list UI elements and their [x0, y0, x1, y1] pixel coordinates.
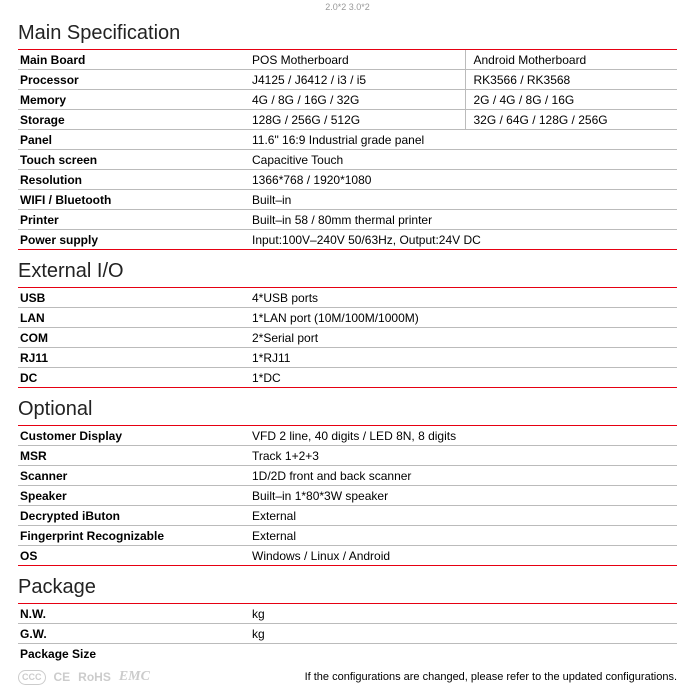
row-label: WIFI / Bluetooth [18, 190, 250, 210]
row-label: OS [18, 546, 250, 566]
table-row: Power supplyInput:100V–240V 50/63Hz, Out… [18, 230, 677, 250]
spec-table: Main BoardPOS MotherboardAndroid Motherb… [18, 50, 677, 250]
table-row: RJ111*RJ11 [18, 348, 677, 368]
row-label: Decrypted iButon [18, 506, 250, 526]
section-title: Optional [18, 388, 677, 426]
table-row: DC1*DC [18, 368, 677, 388]
table-row: PrinterBuilt–in 58 / 80mm thermal printe… [18, 210, 677, 230]
table-row: MSRTrack 1+2+3 [18, 446, 677, 466]
row-label: Main Board [18, 50, 250, 70]
table-row: Decrypted iButonExternal [18, 506, 677, 526]
table-row: Storage128G / 256G / 512G32G / 64G / 128… [18, 110, 677, 130]
row-value-a: POS Motherboard [250, 50, 465, 70]
row-value: 1*DC [250, 368, 677, 388]
row-value: 1D/2D front and back scanner [250, 466, 677, 486]
row-value: Built–in 58 / 80mm thermal printer [250, 210, 677, 230]
spec-sections: Main SpecificationMain BoardPOS Motherbo… [18, 12, 677, 663]
row-label: Storage [18, 110, 250, 130]
rohs-mark-icon: RoHS [78, 670, 111, 684]
table-row: LAN1*LAN port (10M/100M/1000M) [18, 308, 677, 328]
row-value-b: 32G / 64G / 128G / 256G [465, 110, 677, 130]
row-label: Package Size [18, 644, 250, 664]
row-label: Power supply [18, 230, 250, 250]
table-row: Fingerprint RecognizableExternal [18, 526, 677, 546]
row-value-b: Android Motherboard [465, 50, 677, 70]
cert-marks: CCC CE RoHS EMC [18, 669, 150, 685]
row-value: 2*Serial port [250, 328, 677, 348]
row-label: Touch screen [18, 150, 250, 170]
row-value: Built–in [250, 190, 677, 210]
row-value: VFD 2 line, 40 digits / LED 8N, 8 digits [250, 426, 677, 446]
row-value: kg [250, 624, 677, 644]
table-row: Memory 4G / 8G / 16G / 32G2G / 4G / 8G /… [18, 90, 677, 110]
row-label: RJ11 [18, 348, 250, 368]
row-label: Fingerprint Recognizable [18, 526, 250, 546]
row-value: Built–in 1*80*3W speaker [250, 486, 677, 506]
ce-mark-icon: CE [54, 670, 71, 684]
table-row: Package Size [18, 644, 677, 664]
row-label: Scanner [18, 466, 250, 486]
footer: CCC CE RoHS EMC If the configurations ar… [18, 663, 677, 685]
row-value: 1*RJ11 [250, 348, 677, 368]
table-row: OSWindows / Linux / Android [18, 546, 677, 566]
row-label: LAN [18, 308, 250, 328]
row-label: Speaker [18, 486, 250, 506]
table-row: WIFI / BluetoothBuilt–in [18, 190, 677, 210]
table-row: SpeakerBuilt–in 1*80*3W speaker [18, 486, 677, 506]
row-label: MSR [18, 446, 250, 466]
row-label: DC [18, 368, 250, 388]
spec-table: USB4*USB portsLAN1*LAN port (10M/100M/10… [18, 288, 677, 388]
row-label: G.W. [18, 624, 250, 644]
row-value: 1366*768 / 1920*1080 [250, 170, 677, 190]
table-row: COM2*Serial port [18, 328, 677, 348]
row-value: Input:100V–240V 50/63Hz, Output:24V DC [250, 230, 677, 250]
table-row: Scanner1D/2D front and back scanner [18, 466, 677, 486]
spec-table: Customer DisplayVFD 2 line, 40 digits / … [18, 426, 677, 566]
row-value: Windows / Linux / Android [250, 546, 677, 566]
row-label: Panel [18, 130, 250, 150]
row-value [250, 644, 677, 664]
footer-note: If the configurations are changed, pleas… [305, 671, 677, 683]
table-row: Panel11.6" 16:9 Industrial grade panel [18, 130, 677, 150]
row-value: 1*LAN port (10M/100M/1000M) [250, 308, 677, 328]
row-label: Processor [18, 70, 250, 90]
row-value-a: 4G / 8G / 16G / 32G [250, 90, 465, 110]
emc-mark-icon: EMC [119, 669, 150, 685]
row-label: COM [18, 328, 250, 348]
table-row: USB4*USB ports [18, 288, 677, 308]
header-fragment: 2.0*2 3.0*2 [18, 0, 677, 12]
row-label: USB [18, 288, 250, 308]
section-title: Main Specification [18, 12, 677, 50]
table-row: Main BoardPOS MotherboardAndroid Motherb… [18, 50, 677, 70]
table-row: Touch screenCapacitive Touch [18, 150, 677, 170]
row-value: 11.6" 16:9 Industrial grade panel [250, 130, 677, 150]
row-label: Memory [18, 90, 250, 110]
row-value-b: RK3566 / RK3568 [465, 70, 677, 90]
table-row: ProcessorJ4125 / J6412 / i3 / i5RK3566 /… [18, 70, 677, 90]
row-value: External [250, 506, 677, 526]
row-value: kg [250, 604, 677, 624]
section-title: External I/O [18, 250, 677, 288]
row-value: External [250, 526, 677, 546]
row-value-a: 128G / 256G / 512G [250, 110, 465, 130]
ccc-mark-icon: CCC [18, 670, 46, 685]
row-label: N.W. [18, 604, 250, 624]
table-row: G.W.kg [18, 624, 677, 644]
row-value-a: J4125 / J6412 / i3 / i5 [250, 70, 465, 90]
row-label: Customer Display [18, 426, 250, 446]
table-row: Resolution1366*768 / 1920*1080 [18, 170, 677, 190]
table-row: Customer DisplayVFD 2 line, 40 digits / … [18, 426, 677, 446]
row-value: Capacitive Touch [250, 150, 677, 170]
row-label: Resolution [18, 170, 250, 190]
row-value: 4*USB ports [250, 288, 677, 308]
row-value-b: 2G / 4G / 8G / 16G [465, 90, 677, 110]
row-label: Printer [18, 210, 250, 230]
row-value: Track 1+2+3 [250, 446, 677, 466]
section-title: Package [18, 566, 677, 604]
spec-table: N.W.kgG.W.kgPackage Size [18, 604, 677, 663]
table-row: N.W.kg [18, 604, 677, 624]
